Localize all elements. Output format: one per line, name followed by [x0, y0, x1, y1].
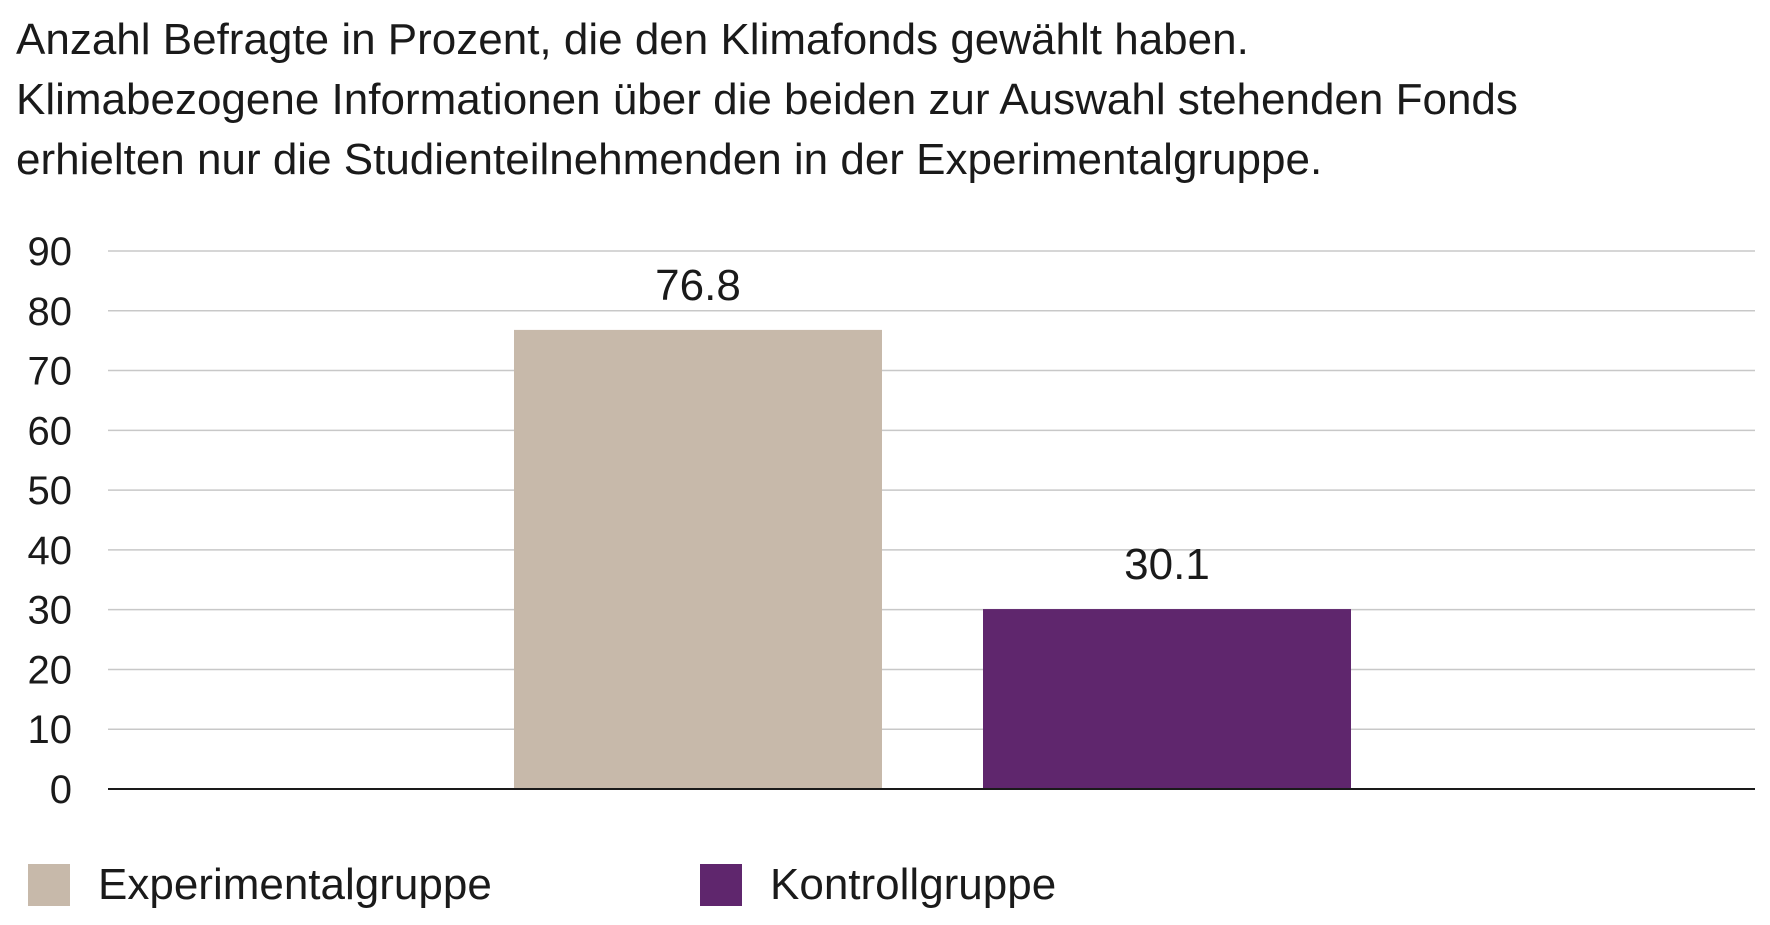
- legend-item-experimentalgruppe: Experimentalgruppe: [28, 860, 492, 910]
- legend-label-experimentalgruppe: Experimentalgruppe: [98, 860, 492, 909]
- y-tick-label-30: 30: [28, 589, 73, 633]
- y-tick-label-90: 90: [28, 230, 73, 274]
- chart-legend: Experimentalgruppe Kontrollgruppe: [0, 860, 1770, 920]
- gridlines: [108, 250, 1755, 730]
- y-axis-ticks: 0 10 20 30 40 50 60 70 80 90: [28, 230, 73, 805]
- legend-swatch-kontrollgruppe: [700, 864, 742, 906]
- value-labels: 76.8 30.1: [655, 261, 1210, 589]
- bar-experimentalgruppe: [514, 329, 882, 789]
- bar-kontrollgruppe: [983, 609, 1351, 789]
- y-tick-label-70: 70: [28, 350, 73, 394]
- caption-line-2: Klimabezogene Informationen über die bei…: [16, 75, 1518, 124]
- value-label-kontrollgruppe: 30.1: [1124, 540, 1210, 589]
- caption-line-3: erhielten nur die Studienteilnehmenden i…: [16, 135, 1323, 184]
- y-tick-label-0: 0: [50, 768, 72, 805]
- y-tick-label-10: 10: [28, 708, 73, 752]
- caption-line-1: Anzahl Befragte in Prozent, die den Klim…: [16, 15, 1249, 64]
- y-tick-label-50: 50: [28, 469, 73, 513]
- value-label-experimentalgruppe: 76.8: [655, 261, 741, 310]
- legend-swatch-experimentalgruppe: [28, 864, 70, 906]
- y-tick-label-40: 40: [28, 529, 73, 573]
- y-tick-label-80: 80: [28, 290, 73, 334]
- legend-label-kontrollgruppe: Kontrollgruppe: [770, 860, 1057, 909]
- bars: [514, 329, 1351, 789]
- y-tick-label-60: 60: [28, 409, 73, 453]
- bar-chart: 0 10 20 30 40 50 60 70 80 90 76.8 30.1: [28, 230, 1755, 805]
- legend-item-kontrollgruppe: Kontrollgruppe: [700, 860, 1056, 910]
- y-tick-label-20: 20: [28, 648, 73, 692]
- chart-caption: Anzahl Befragte in Prozent, die den Klim…: [16, 10, 1756, 190]
